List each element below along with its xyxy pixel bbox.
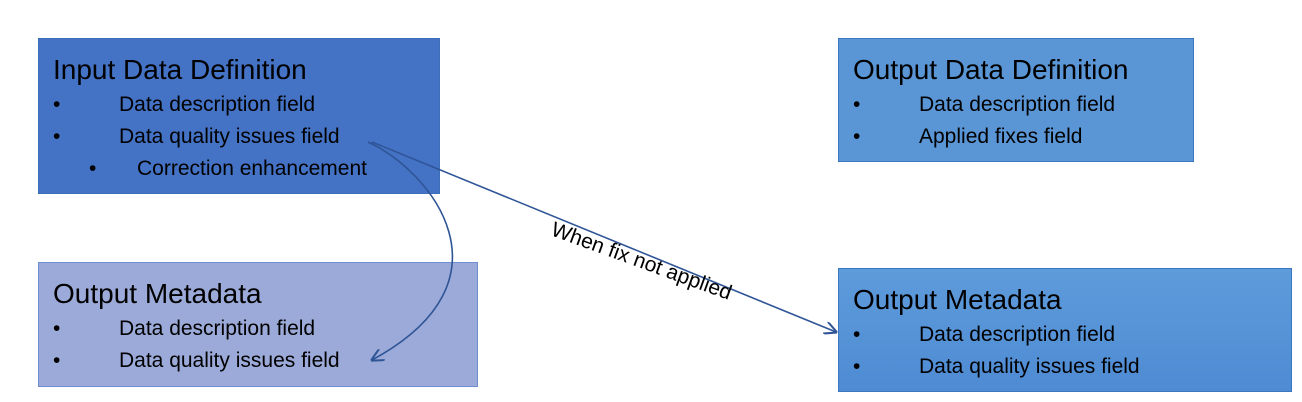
list-item: • Data quality issues field <box>853 351 1277 383</box>
bullet: • <box>853 125 861 148</box>
output-metadata-right-box: Output Metadata • Data description field… <box>838 268 1292 392</box>
item-label: Data description field <box>919 323 1116 346</box>
output-metadata-left-box: Output Metadata • Data description field… <box>38 262 478 387</box>
item-label: Data description field <box>119 317 316 340</box>
bullet: • <box>53 349 61 372</box>
list-item: • Applied fixes field <box>853 121 1179 153</box>
bullet: • <box>853 355 861 378</box>
bullet: • <box>53 93 61 116</box>
list-item: • Data quality issues field <box>53 345 463 377</box>
list-item: • Data description field <box>53 89 425 121</box>
input-data-definition-box: Input Data Definition • Data description… <box>38 38 440 194</box>
bullet: • <box>853 323 861 346</box>
bullet: • <box>89 157 97 180</box>
item-label: Data description field <box>919 93 1116 116</box>
bullet: • <box>853 93 861 116</box>
output-data-definition-title: Output Data Definition <box>853 54 1129 85</box>
curved-arrow-to-left-metadata <box>367 141 454 360</box>
sub-list-item: • Correction enhancement <box>53 153 425 185</box>
input-data-definition-title: Input Data Definition <box>53 54 307 85</box>
list-item: • Data description field <box>853 319 1277 351</box>
item-label: Data quality issues field <box>119 349 340 372</box>
list-item: • Data quality issues field <box>53 121 425 153</box>
item-label: Correction enhancement <box>137 157 367 180</box>
item-label: Applied fixes field <box>919 125 1083 148</box>
item-label: Data quality issues field <box>119 125 340 148</box>
output-metadata-right-title: Output Metadata <box>853 284 1062 315</box>
list-item: • Data description field <box>53 313 463 345</box>
list-item: • Data description field <box>853 89 1179 121</box>
straight-arrow-to-right-metadata <box>371 141 836 332</box>
output-metadata-left-title: Output Metadata <box>53 278 262 309</box>
item-label: Data quality issues field <box>919 355 1140 378</box>
item-label: Data description field <box>119 93 316 116</box>
output-data-definition-box: Output Data Definition • Data descriptio… <box>838 38 1194 162</box>
bullet: • <box>53 125 61 148</box>
bullet: • <box>53 317 61 340</box>
